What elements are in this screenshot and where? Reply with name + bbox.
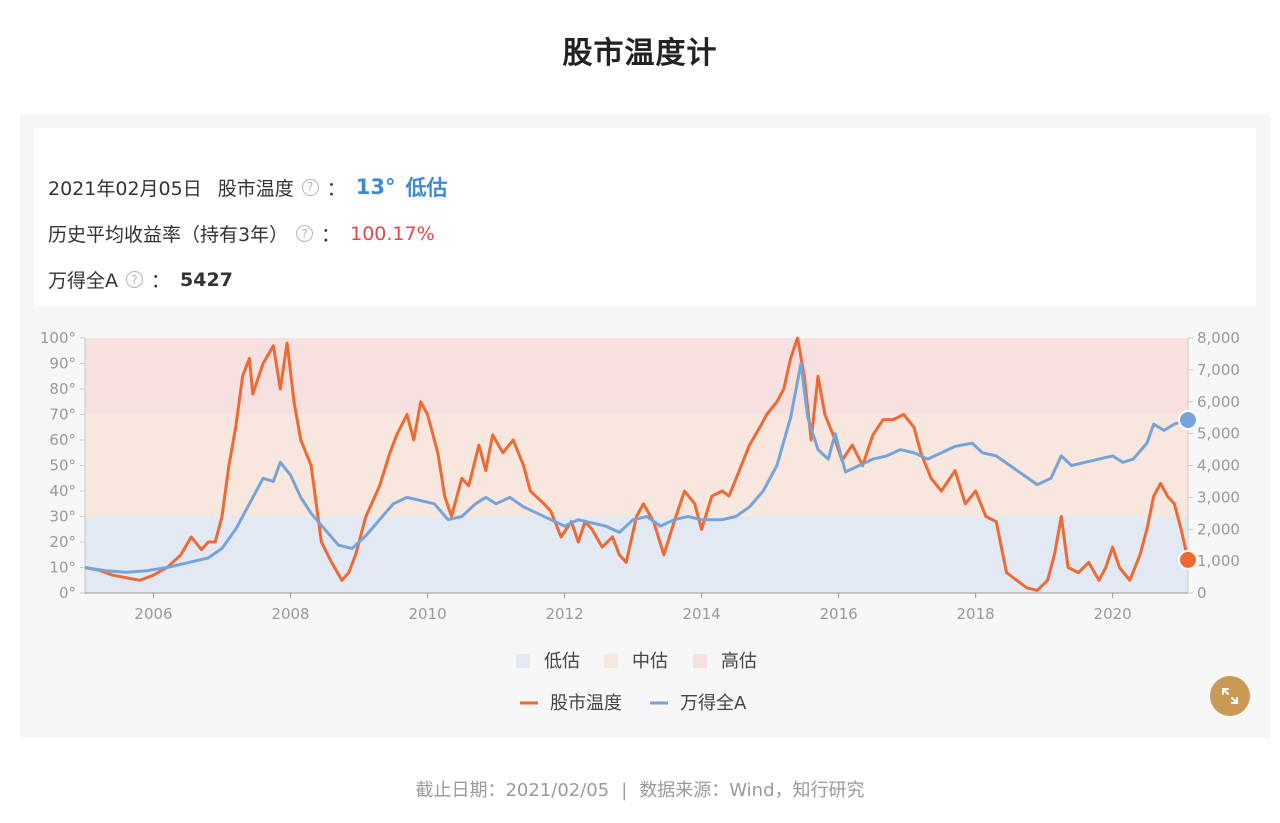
x-tick-label: 2020 [1094,605,1132,623]
legend-swatch-zone [516,654,530,668]
zone-band [85,414,1188,517]
index-label: 万得全A [48,270,118,292]
temperature-end-point [1178,549,1198,570]
colon: ： [326,177,346,200]
y-left-tick-label: 90° [49,355,76,373]
temperature-chart: 0° 10° 20° 30° 40° 50° 60° 70° 80° 90° 100° 0 1,000 2… [40,329,1240,714]
date-label: 2021年02月05日 [48,177,202,200]
legend-swatch-zone [693,654,707,668]
legend-label-series: 股市温度 [550,693,622,714]
legend-label-zone: 高估 [721,651,757,672]
legend-label-zone: 中估 [632,651,668,672]
x-tick-label: 2006 [134,605,172,623]
y-left-tick-label: 40° [49,482,76,500]
question-circle-icon[interactable]: ? [296,225,314,242]
cutoff-date: 截止日期：2021/02/05 [415,780,610,801]
y-left-tick-label: 60° [49,431,76,449]
x-tick-label: 2016 [820,605,858,623]
y-left-tick-label: 30° [49,508,76,526]
x-tick-label: 2018 [957,605,995,623]
y-left-tick-label: 0° [59,584,76,602]
legend-label-zone: 低估 [544,651,580,672]
index-end-point [1178,410,1198,431]
legend-swatch-zone [604,654,618,668]
expand-arrows-icon [1222,688,1238,704]
temperature-level: 低估 [405,176,448,200]
legend-label-series: 万得全A [680,693,747,714]
temperature-row: 2021年02月05日 股市温度 ? ： 13° 低估 [48,172,447,202]
chart-panel: 2021年02月05日 股市温度 ? ： 13° 低估 历史平均收益率（持有3年… [20,114,1270,738]
index-series-line [84,362,1189,574]
data-source: 数据来源：Wind，知行研究 [639,780,865,801]
colon: ： [151,270,171,292]
return-label: 历史平均收益率（持有3年） [48,224,289,246]
temperature-value: 13° [355,175,396,199]
question-circle-icon[interactable]: ? [301,178,319,196]
x-tick-label: 2014 [682,605,720,623]
x-tick-label: 2010 [408,605,446,623]
zone-band [85,516,1188,593]
question-circle-icon[interactable]: ? [126,271,143,288]
x-tick-label: 2008 [271,605,309,623]
return-value: 100.17% [350,222,435,245]
y-left-tick-label: 100° [40,329,76,347]
y-left-tick-label: 80° [49,380,76,398]
y-right-tick-label: 1,000 [1197,552,1240,570]
y-right-tick-label: 6,000 [1197,393,1240,411]
return-row: 历史平均收益率（持有3年） ? ： 100.17% [48,220,435,247]
y-right-tick-label: 4,000 [1197,457,1240,475]
temperature-series-line [84,336,1190,592]
index-row: 万得全A ? ： 5427 [48,266,233,293]
y-right-tick-label: 2,000 [1197,520,1240,538]
colon: ： [321,224,341,246]
index-value: 5427 [180,268,233,291]
info-card: 2021年02月05日 股市温度 ? ： 13° 低估 历史平均收益率（持有3年… [34,128,1256,306]
expand-button[interactable] [1210,676,1250,716]
temperature-label: 股市温度 [217,177,294,200]
x-tick-label: 2012 [545,605,583,623]
y-right-tick-label: 5,000 [1197,425,1240,443]
y-right-tick-label: 3,000 [1197,488,1240,506]
y-left-tick-label: 20° [49,533,76,551]
y-left-tick-label: 10° [49,559,76,577]
footer-separator: | [621,780,628,801]
y-right-tick-label: 7,000 [1197,361,1240,379]
y-right-tick-label: 8,000 [1197,329,1240,347]
page-title: 股市温度计 [562,36,718,71]
y-right-tick-label: 0 [1197,584,1207,602]
footer: 截止日期：2021/02/05 | 数据来源：Wind，知行研究 [0,776,1280,802]
y-left-tick-label: 50° [49,457,76,475]
y-left-tick-label: 70° [49,406,76,424]
